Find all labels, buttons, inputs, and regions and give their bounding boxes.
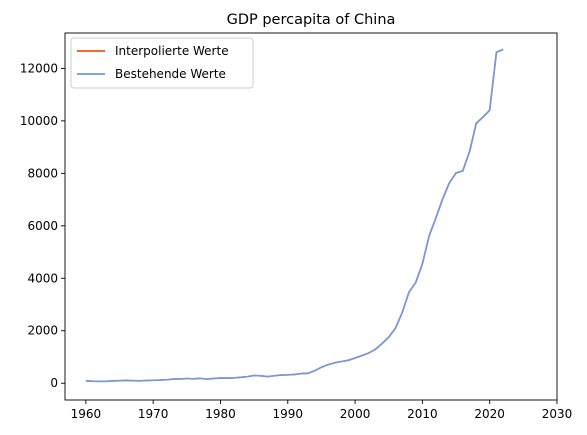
x-tick-label: 1970 <box>138 407 169 421</box>
y-tick-label: 8000 <box>27 166 58 180</box>
legend-label-0: Interpolierte Werte <box>115 44 229 58</box>
x-axis: 1960 1970 1980 1990 2000 2010 2020 2030 <box>71 400 573 421</box>
x-tick-label: 1980 <box>205 407 236 421</box>
x-tick-label: 2030 <box>542 407 573 421</box>
x-tick-label: 1990 <box>273 407 304 421</box>
y-tick-label: 10000 <box>20 114 58 128</box>
legend-box <box>70 37 254 89</box>
legend-label-1: Bestehende Werte <box>115 67 226 81</box>
x-tick-label: 2020 <box>474 407 505 421</box>
series-layer <box>85 48 504 383</box>
x-tick-label: 1960 <box>71 407 102 421</box>
x-tick-label: 2010 <box>407 407 438 421</box>
y-tick-label: 0 <box>50 376 58 390</box>
y-tick-label: 12000 <box>20 61 58 75</box>
x-tick-label: 2000 <box>340 407 371 421</box>
plot-frame <box>64 32 558 401</box>
chart-title: GDP percapita of China <box>227 12 396 28</box>
legend: Interpolierte Werte Bestehende Werte <box>70 37 254 89</box>
y-tick-label: 2000 <box>27 324 58 338</box>
y-tick-label: 4000 <box>27 271 58 285</box>
y-axis: 0 2000 4000 6000 8000 10000 12000 <box>20 61 65 390</box>
series-line-1 <box>85 48 504 383</box>
series-line-0 <box>85 48 504 383</box>
y-tick-label: 6000 <box>27 219 58 233</box>
